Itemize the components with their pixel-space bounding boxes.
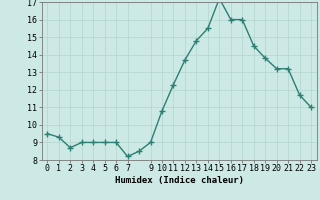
X-axis label: Humidex (Indice chaleur): Humidex (Indice chaleur) (115, 176, 244, 185)
